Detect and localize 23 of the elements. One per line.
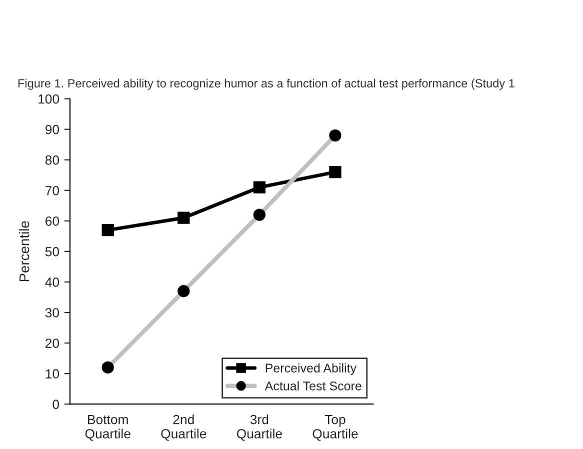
x-tick-label: 2nd Quartile [161,414,206,441]
y-tick-label: 90 [45,124,60,134]
legend-label: Actual Test Score [264,381,362,390]
x-tick-label: Top Quartile [312,415,358,441]
y-tick-label: 60 [46,216,60,226]
point [102,224,114,236]
x-tick-label: Bottom Quartile [85,415,130,441]
y-tick-label: 50 [45,247,60,256]
y-tick-label: 20 [46,338,60,348]
y-tick-label: 0 [52,400,60,410]
y-tick-label: 70 [46,186,60,196]
y-tick-label: 80 [45,155,60,165]
y-tick-label: 30 [45,308,60,318]
chart-title: Figure 1. Perceived ability to recognize humor as a function of actual test performance (Study 1 [18,78,514,90]
legend-label: Perceived Ability [266,363,357,375]
point [178,212,190,224]
y-axis-title: Percentile [19,221,30,282]
y-tick-label: 100 [38,94,60,104]
y-tick-label: 40 [45,278,60,287]
y-tick-label: 10 [46,369,60,378]
x-tick-label: 3rd Quartile [236,414,282,441]
point [253,181,266,194]
point [329,166,342,178]
